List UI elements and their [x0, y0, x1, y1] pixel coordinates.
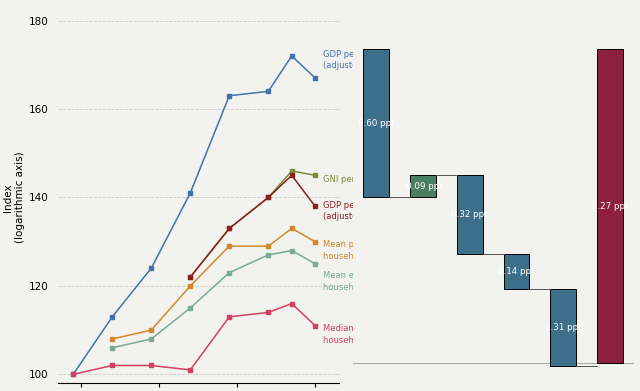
Text: GDP per capita
(adjusted by the CPI): GDP per capita (adjusted by the CPI) [323, 201, 412, 221]
Bar [504, 255, 529, 289]
Text: 0.60 ppt: 0.60 ppt [358, 118, 394, 128]
Text: Median equivalised
household income (CPI): Median equivalised household income (CPI… [323, 325, 423, 344]
Text: GDP per capita
(adjusted by the GDP deflator): GDP per capita (adjusted by the GDP defl… [323, 50, 452, 70]
Text: 1.27 ppt: 1.27 ppt [592, 202, 628, 211]
Text: GNI per capita (CPI): GNI per capita (CPI) [323, 175, 406, 184]
Y-axis label: Index
(logarithmic axis): Index (logarithmic axis) [3, 152, 25, 243]
Bar [410, 175, 436, 197]
Text: 0.31 ppt: 0.31 ppt [545, 323, 582, 332]
Bar [597, 49, 623, 363]
Text: Mean equivalised
household income (CPI): Mean equivalised household income (CPI) [323, 271, 423, 292]
Bar [457, 175, 483, 255]
Text: 0.14 ppt: 0.14 ppt [499, 267, 534, 276]
Text: 0.32 ppt: 0.32 ppt [451, 210, 488, 219]
Bar [363, 49, 389, 197]
Text: Mean per capita
household income (CPI): Mean per capita household income (CPI) [323, 240, 423, 260]
Text: -0.09 ppt: -0.09 ppt [403, 182, 443, 191]
Bar [550, 289, 576, 366]
